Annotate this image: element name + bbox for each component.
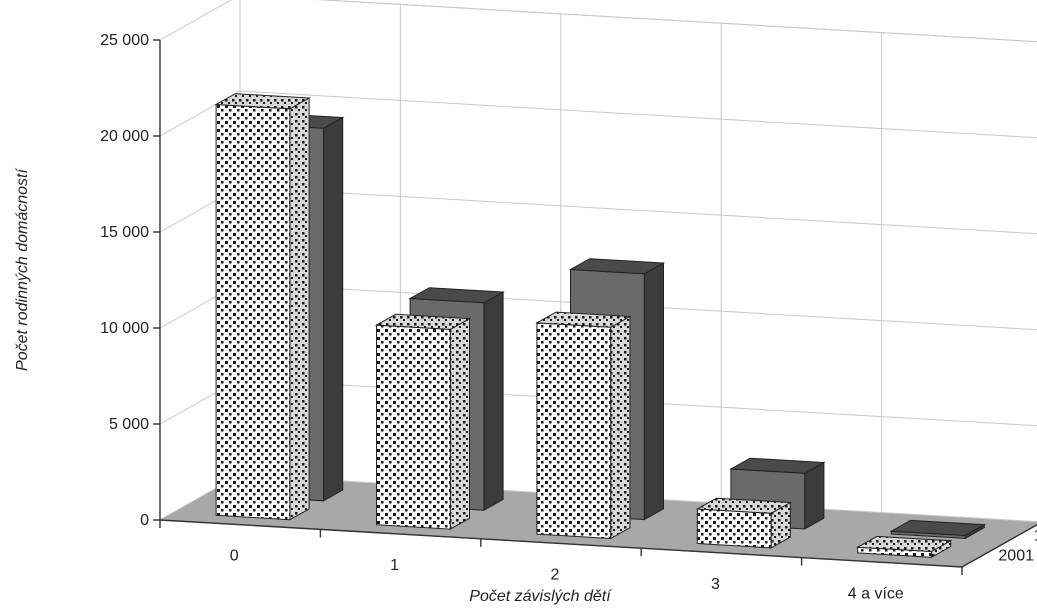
gridline-back xyxy=(316,0,1037,43)
bar-2001-3 xyxy=(695,497,793,549)
bar-side-face xyxy=(483,291,504,512)
x-tick-label: 0 xyxy=(230,548,239,565)
bar-front-face xyxy=(536,322,612,540)
bar-2001-1 xyxy=(374,313,472,530)
y-tick-label: 15 000 xyxy=(100,224,149,241)
x-axis-title: Počet závislých dětí xyxy=(469,588,612,605)
bar-top-face xyxy=(408,287,505,304)
bar-top-face xyxy=(568,258,666,275)
bar-top-face xyxy=(535,311,632,328)
bar-side-face xyxy=(643,262,664,521)
bar-side-face xyxy=(804,461,825,530)
x-tick-label: 1 xyxy=(390,557,399,574)
y-tick-label: 20 000 xyxy=(100,128,149,145)
x-axis-line xyxy=(159,519,963,568)
series-label: 1991 xyxy=(1034,528,1037,545)
bar-top-face xyxy=(729,457,826,474)
bar-1991-4 a více xyxy=(889,519,987,540)
bar-front-face xyxy=(215,103,291,521)
y-tick-label: 10 000 xyxy=(100,320,149,337)
gridline-back xyxy=(239,90,1037,139)
bar-top-face xyxy=(374,313,472,330)
gridline-back xyxy=(239,186,1037,235)
bar-top-face xyxy=(889,519,987,537)
bar-2001-2 xyxy=(535,311,632,540)
bar-side-face xyxy=(323,116,344,502)
x-tick-label: 2 xyxy=(551,567,560,584)
x-tick-label: 3 xyxy=(711,576,720,593)
bar-top-face xyxy=(214,93,311,110)
bar-front-face xyxy=(376,324,451,530)
y-tick-label: 25 000 xyxy=(100,32,149,49)
y-tick-label: 0 xyxy=(140,512,149,529)
y-axis-title: Počet rodinných domácností xyxy=(14,168,31,371)
y-tick-label: 5 000 xyxy=(109,416,149,433)
bar-top-face xyxy=(695,497,793,514)
x-tick-label: 4 a více xyxy=(848,585,904,602)
bar-2001-4 a více xyxy=(855,535,953,559)
depth-axis-line xyxy=(961,524,1037,568)
bar-2001-0 xyxy=(214,93,311,521)
bar-side-face xyxy=(610,315,631,540)
bar-side-face xyxy=(289,97,310,521)
gridline-side xyxy=(159,0,233,41)
bar-top-face xyxy=(855,535,953,553)
bar-side-face xyxy=(449,317,470,530)
bar-front-face xyxy=(696,508,772,549)
series-label: 2001 xyxy=(998,547,1034,564)
